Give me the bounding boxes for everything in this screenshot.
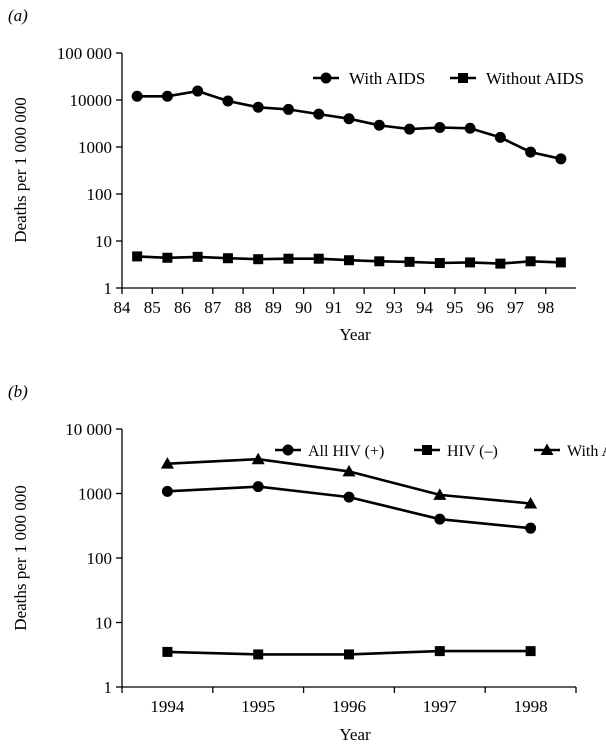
panel-a-data-point-with-aids	[464, 122, 476, 134]
panel-a-data-point-without-aids	[192, 251, 203, 262]
panel-a-data-point-without-aids	[465, 257, 476, 268]
panel-a-data-point-with-aids	[282, 103, 294, 115]
panel-a-data-point-with-aids	[252, 101, 264, 113]
panel-a-data-point-with-aids	[313, 108, 325, 120]
panel-a-legend-marker-without-aids	[458, 73, 468, 83]
panel-b-x-tick-label: 1997	[423, 697, 458, 716]
panel-b-letter: (b)	[8, 382, 28, 401]
panel-b-legend-marker-all-hiv	[282, 444, 294, 456]
panel-a-y-tick-label: 100 000	[57, 44, 112, 63]
panel-b-legend-label-with-aids: With AIDS	[567, 443, 606, 460]
panel-b-legend-marker-with-aids	[540, 443, 554, 455]
panel-b-legend-marker-hiv	[422, 445, 432, 455]
panel-a-data-point-with-aids	[192, 85, 204, 97]
panel-a-x-tick-label: 93	[386, 298, 403, 317]
panel-a-x-tick-label: 85	[144, 298, 161, 317]
panel-b-y-tick-label: 1000	[78, 485, 112, 504]
panel-a-x-tick-label: 98	[537, 298, 554, 317]
panel-b-x-tick-label: 1996	[332, 697, 366, 716]
panel-b-x-tick-label: 1998	[514, 697, 548, 716]
panel-a-data-point-without-aids	[344, 255, 354, 266]
panel-b-data-point-hiv	[253, 649, 264, 660]
panel-b-data-point-with-aids	[433, 488, 447, 500]
panel-b-y-tick-label: 10	[95, 614, 112, 633]
panel-b-data-point-hiv	[162, 646, 173, 657]
panel-b-legend-label-hiv: HIV (–)	[447, 443, 498, 460]
panel-a-data-point-without-aids	[495, 258, 506, 269]
panel-a-data-point-without-aids	[283, 253, 294, 264]
panel-a-x-tick-label: 92	[356, 298, 373, 317]
panel-a-data-point-with-aids	[555, 153, 567, 165]
panel-a-x-tick-label: 86	[174, 298, 191, 317]
panel-a-data-point-with-aids	[525, 146, 537, 158]
panel-a-x-tick-label: 95	[446, 298, 463, 317]
panel-b-x-tick-label: 1995	[241, 697, 275, 716]
panel-b-data-point-all-hiv	[525, 522, 537, 534]
panel-a-x-tick-label: 87	[204, 298, 222, 317]
panel-b-y-tick-label: 100	[87, 549, 113, 568]
panel-b-data-point-all-hiv	[252, 481, 264, 493]
panel-a-data-point-without-aids	[253, 254, 264, 265]
panel-a-data-point-without-aids	[525, 256, 536, 267]
panel-a-data-point-with-aids	[343, 113, 355, 125]
panel-a-legend-label-with-aids: With AIDS	[349, 69, 425, 88]
panel-a-y-tick-label: 1	[104, 279, 113, 298]
panel-a-data-point-without-aids	[162, 252, 173, 263]
panel-a-y-tick-label: 10	[95, 232, 112, 251]
panel-a-y-axis-title: Deaths per 1 000 000	[11, 97, 30, 242]
panel-a-legend-marker-with-aids	[320, 72, 332, 84]
panel-a-x-tick-label: 90	[295, 298, 312, 317]
panel-b-y-axis-title: Deaths per 1 000 000	[11, 485, 30, 630]
panel-a-data-point-with-aids	[404, 123, 416, 135]
panel-a-data-point-without-aids	[434, 258, 445, 269]
panel-a-x-tick-label: 97	[507, 298, 525, 317]
panel-a-data-point-with-aids	[434, 121, 446, 133]
panel-a-data-point-with-aids	[161, 90, 173, 102]
panel-a-data-point-with-aids	[373, 119, 385, 131]
panel-b-y-tick-label: 1	[104, 678, 113, 697]
panel-a-legend-label-without-aids: Without AIDS	[486, 69, 584, 88]
panel-a-x-tick-label: 88	[235, 298, 252, 317]
panel-a-y-tick-label: 1000	[78, 138, 112, 157]
panel-b-data-point-hiv	[344, 649, 354, 660]
panel-a-data-point-without-aids	[374, 256, 385, 267]
panel-a-data-point-with-aids	[222, 95, 234, 107]
panel-a-data-point-without-aids	[222, 253, 233, 264]
panel-b-y-tick-label: 10 000	[65, 420, 112, 439]
panel-b-data-point-with-aids	[342, 464, 356, 477]
panel-b-x-axis-title: Year	[339, 725, 371, 744]
panel-a-x-tick-label: 91	[325, 298, 342, 317]
panel-b-data-point-all-hiv	[343, 491, 355, 503]
panel-a-data-point-without-aids	[313, 253, 324, 264]
panel-b-data-point-hiv	[525, 646, 536, 657]
panel-a-data-point-without-aids	[132, 251, 143, 262]
panel-a-x-tick-label: 89	[265, 298, 282, 317]
panel-a-data-point-without-aids	[404, 256, 415, 267]
panel-a-x-tick-label: 84	[114, 298, 132, 317]
panel-a-x-axis-title: Year	[339, 325, 371, 344]
panel-b-data-point-hiv	[434, 646, 445, 657]
panel-a-data-point-with-aids	[494, 131, 506, 143]
panel-a-x-tick-label: 94	[416, 298, 434, 317]
panel-a-y-tick-label: 10000	[70, 91, 113, 110]
panel-a-y-tick-label: 100	[87, 185, 113, 204]
panel-b-data-point-all-hiv	[161, 485, 173, 497]
panel-a-series-line-with-aids	[137, 89, 562, 161]
panel-b-data-point-with-aids	[251, 452, 265, 465]
panel-a-x-tick-label: 96	[477, 298, 494, 317]
panel-b-data-point-with-aids	[524, 496, 538, 509]
panel-b-data-point-all-hiv	[434, 513, 446, 525]
panel-b-legend-label-all-hiv: All HIV (+)	[308, 443, 384, 460]
panel-a-letter: (a)	[8, 6, 28, 25]
panel-b-x-tick-label: 1994	[150, 697, 185, 716]
panel-a-data-point-without-aids	[555, 257, 566, 268]
panel-a-data-point-with-aids	[131, 90, 143, 102]
panel-b-data-point-with-aids	[160, 457, 174, 469]
